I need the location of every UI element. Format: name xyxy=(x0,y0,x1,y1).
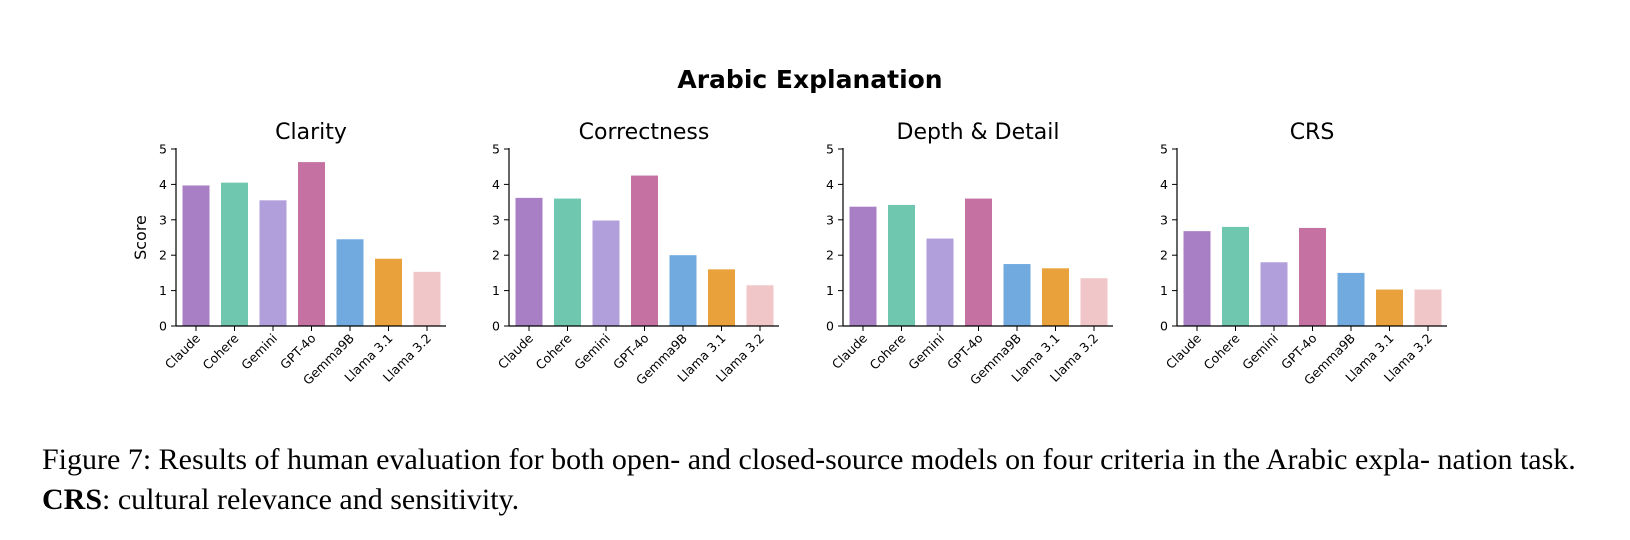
x-tick-label: Cohere xyxy=(867,330,909,372)
bar-llama-3-2 xyxy=(1080,278,1108,326)
y-tick-label: 5 xyxy=(826,142,834,157)
x-tick-label: Claude xyxy=(1163,330,1205,372)
chart-panels: Clarity012345ClaudeCohereGeminiGPT-4oGem… xyxy=(131,120,1447,388)
y-tick-label: 0 xyxy=(1160,319,1168,334)
x-tick-label: Cohere xyxy=(533,330,575,372)
x-tick-label: Claude xyxy=(829,330,871,372)
panel-title: Clarity xyxy=(275,120,347,145)
panel-title: CRS xyxy=(1290,120,1335,145)
figure-suptitle: Arabic Explanation xyxy=(677,65,942,94)
caption-line2-suffix: : cultural relevance and sensitivity. xyxy=(102,483,520,516)
y-tick-label: 1 xyxy=(159,283,167,298)
bar-gemma9b xyxy=(669,255,697,326)
caption-bold-term: CRS xyxy=(42,483,103,516)
bar-gemini xyxy=(926,238,954,326)
x-tick-label: Gemini xyxy=(238,331,280,373)
bar-gemma9b xyxy=(1337,272,1365,326)
bar-gemma9b xyxy=(1003,264,1031,326)
bar-gpt-4o xyxy=(1299,227,1326,326)
bar-claude xyxy=(1183,231,1211,326)
bar-gpt-4o xyxy=(631,175,658,326)
y-tick-label: 1 xyxy=(492,283,500,298)
bar-cohere xyxy=(221,182,248,326)
chart-panel-0: Clarity012345ClaudeCohereGeminiGPT-4oGem… xyxy=(131,120,446,388)
bar-gpt-4o xyxy=(965,198,992,326)
y-tick-label: 2 xyxy=(492,248,500,263)
y-tick-label: 0 xyxy=(492,319,500,334)
bar-claude xyxy=(515,197,543,326)
y-tick-label: 1 xyxy=(1160,283,1168,298)
y-axis-label: Score xyxy=(131,215,150,260)
y-tick-label: 2 xyxy=(159,248,167,263)
charts-canvas: Arabic Explanation Clarity012345ClaudeCo… xyxy=(131,65,1447,388)
bar-llama-3-1 xyxy=(1042,268,1069,326)
y-tick-label: 0 xyxy=(826,319,834,334)
y-tick-label: 0 xyxy=(159,319,167,334)
x-tick-label: Cohere xyxy=(200,330,242,372)
figure-caption: Figure 7: Results of human evaluation fo… xyxy=(42,440,1602,520)
bar-llama-3-1 xyxy=(1376,289,1403,326)
x-tick-label: Gemini xyxy=(905,331,947,373)
bar-cohere xyxy=(554,198,581,326)
y-tick-label: 3 xyxy=(492,212,500,227)
x-tick-label: Claude xyxy=(495,330,537,372)
caption-line2: nation task. xyxy=(1437,443,1576,476)
y-tick-label: 3 xyxy=(159,212,167,227)
bar-llama-3-2 xyxy=(413,271,441,326)
y-tick-label: 4 xyxy=(826,177,834,192)
y-tick-label: 4 xyxy=(492,177,500,192)
y-tick-label: 2 xyxy=(1160,248,1168,263)
y-tick-label: 1 xyxy=(826,283,834,298)
chart-panel-3: CRS012345ClaudeCohereGeminiGPT-4oGemma9B… xyxy=(1160,120,1447,388)
y-tick-label: 5 xyxy=(159,142,167,157)
bar-llama-3-2 xyxy=(746,285,774,326)
y-tick-label: 5 xyxy=(1160,142,1168,157)
panel-title: Correctness xyxy=(579,120,710,145)
x-tick-label: Claude xyxy=(162,330,204,372)
y-tick-label: 4 xyxy=(1160,177,1168,192)
chart-panel-1: Correctness012345ClaudeCohereGeminiGPT-4… xyxy=(492,120,779,388)
bar-claude xyxy=(182,185,210,326)
bar-llama-3-1 xyxy=(375,258,402,326)
y-tick-label: 2 xyxy=(826,248,834,263)
bar-llama-3-2 xyxy=(1414,289,1442,326)
y-tick-label: 4 xyxy=(159,177,167,192)
x-tick-label: Gemini xyxy=(571,331,613,373)
bar-gpt-4o xyxy=(298,162,325,326)
bar-gemini xyxy=(1260,262,1288,326)
x-tick-label: Gemini xyxy=(1239,331,1281,373)
panel-title: Depth & Detail xyxy=(897,120,1060,145)
bar-llama-3-1 xyxy=(708,269,735,326)
bar-cohere xyxy=(888,204,915,326)
y-tick-label: 5 xyxy=(492,142,500,157)
bar-gemini xyxy=(259,200,287,326)
bar-cohere xyxy=(1222,226,1249,326)
chart-panel-2: Depth & Detail012345ClaudeCohereGeminiGP… xyxy=(826,120,1113,388)
bar-gemma9b xyxy=(336,239,364,326)
y-tick-label: 3 xyxy=(826,212,834,227)
bar-claude xyxy=(849,206,877,326)
caption-line1: Figure 7: Results of human evaluation fo… xyxy=(42,443,1430,476)
y-tick-label: 3 xyxy=(1160,212,1168,227)
bar-gemini xyxy=(592,220,620,326)
x-tick-label: Cohere xyxy=(1201,330,1243,372)
